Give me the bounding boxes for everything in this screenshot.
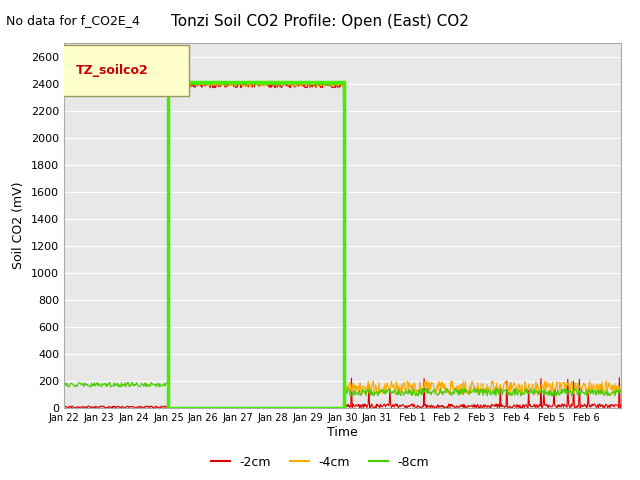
Text: Tonzi Soil CO2 Profile: Open (East) CO2: Tonzi Soil CO2 Profile: Open (East) CO2: [171, 14, 469, 29]
Y-axis label: Soil CO2 (mV): Soil CO2 (mV): [12, 182, 26, 269]
X-axis label: Time: Time: [327, 426, 358, 439]
Text: TZ_soilco2: TZ_soilco2: [76, 64, 149, 77]
Text: No data for f_CO2E_4: No data for f_CO2E_4: [6, 14, 140, 27]
Legend: -2cm, -4cm, -8cm: -2cm, -4cm, -8cm: [206, 451, 434, 474]
Bar: [168, 83, 344, 408]
FancyBboxPatch shape: [56, 45, 189, 96]
